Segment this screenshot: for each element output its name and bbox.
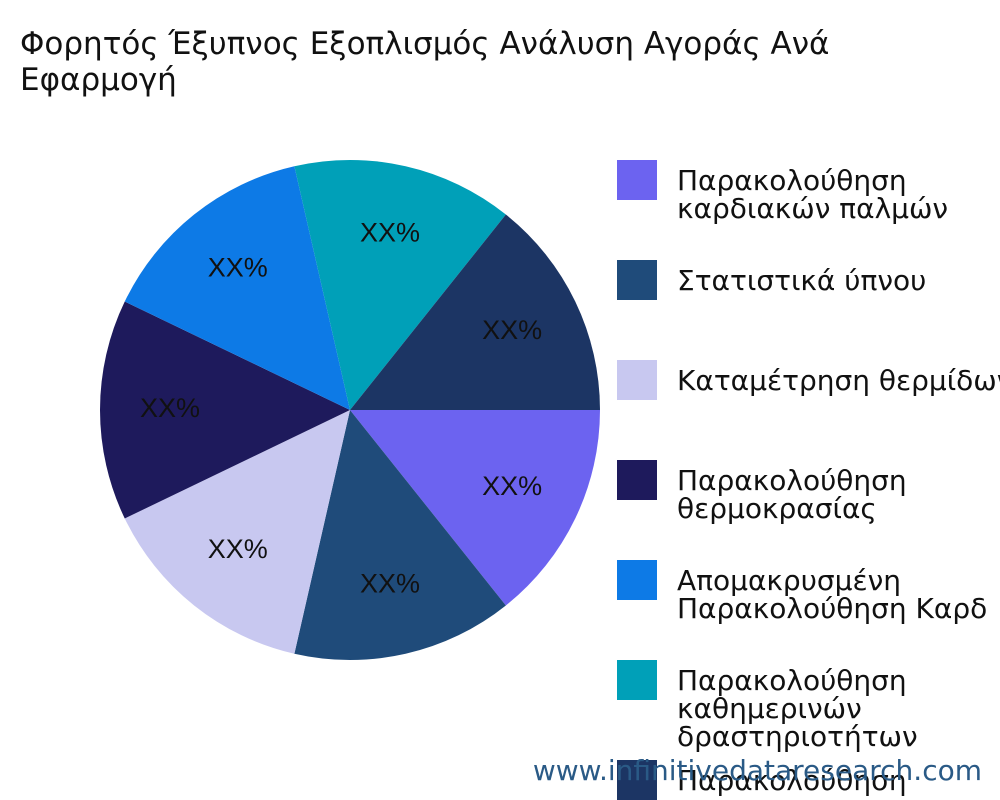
legend-swatch xyxy=(617,460,657,500)
legend-label: Παρακολούθηση xyxy=(677,764,907,797)
pie-slice xyxy=(294,159,506,410)
pie-slice xyxy=(100,301,350,519)
legend-label: Παρακολούθηση καθημερινών δραστηριοτήτων xyxy=(677,664,918,753)
data-label: XX% xyxy=(482,471,542,501)
legend-swatch xyxy=(617,560,657,600)
legend-swatch xyxy=(617,660,657,700)
data-label: XX% xyxy=(482,315,542,345)
data-label: XX% xyxy=(360,569,420,599)
watermark: www.infinitivedataresearch.com xyxy=(533,754,982,787)
data-label: XX% xyxy=(208,534,268,564)
legend-label: Στατιστικά ύπνου xyxy=(677,264,926,297)
data-label: XX% xyxy=(208,252,268,282)
legend-swatch xyxy=(617,760,657,800)
legend-label: Καταμέτρηση θερμίδων xyxy=(677,364,1000,397)
pie-slice xyxy=(350,410,600,606)
legend-label: Παρακολούθηση θερμοκρασίας xyxy=(677,464,907,525)
chart-title: Φορητός Έξυπνος Εξοπλισμός Ανάλυση Αγορά… xyxy=(20,26,830,98)
legend-swatch xyxy=(617,260,657,300)
pie-slice xyxy=(350,214,600,410)
legend-swatch xyxy=(617,360,657,400)
pie-slice xyxy=(294,410,506,661)
legend-label: Παρακολούθηση καρδιακών παλμών xyxy=(677,164,948,225)
data-label: XX% xyxy=(140,393,200,423)
legend-swatch xyxy=(617,160,657,200)
data-label: XX% xyxy=(360,218,420,248)
pie-slice xyxy=(124,166,350,410)
pie-slice xyxy=(124,410,350,654)
legend-label: Απομακρυσμένη Παρακολούθηση Καρδ xyxy=(677,564,987,625)
